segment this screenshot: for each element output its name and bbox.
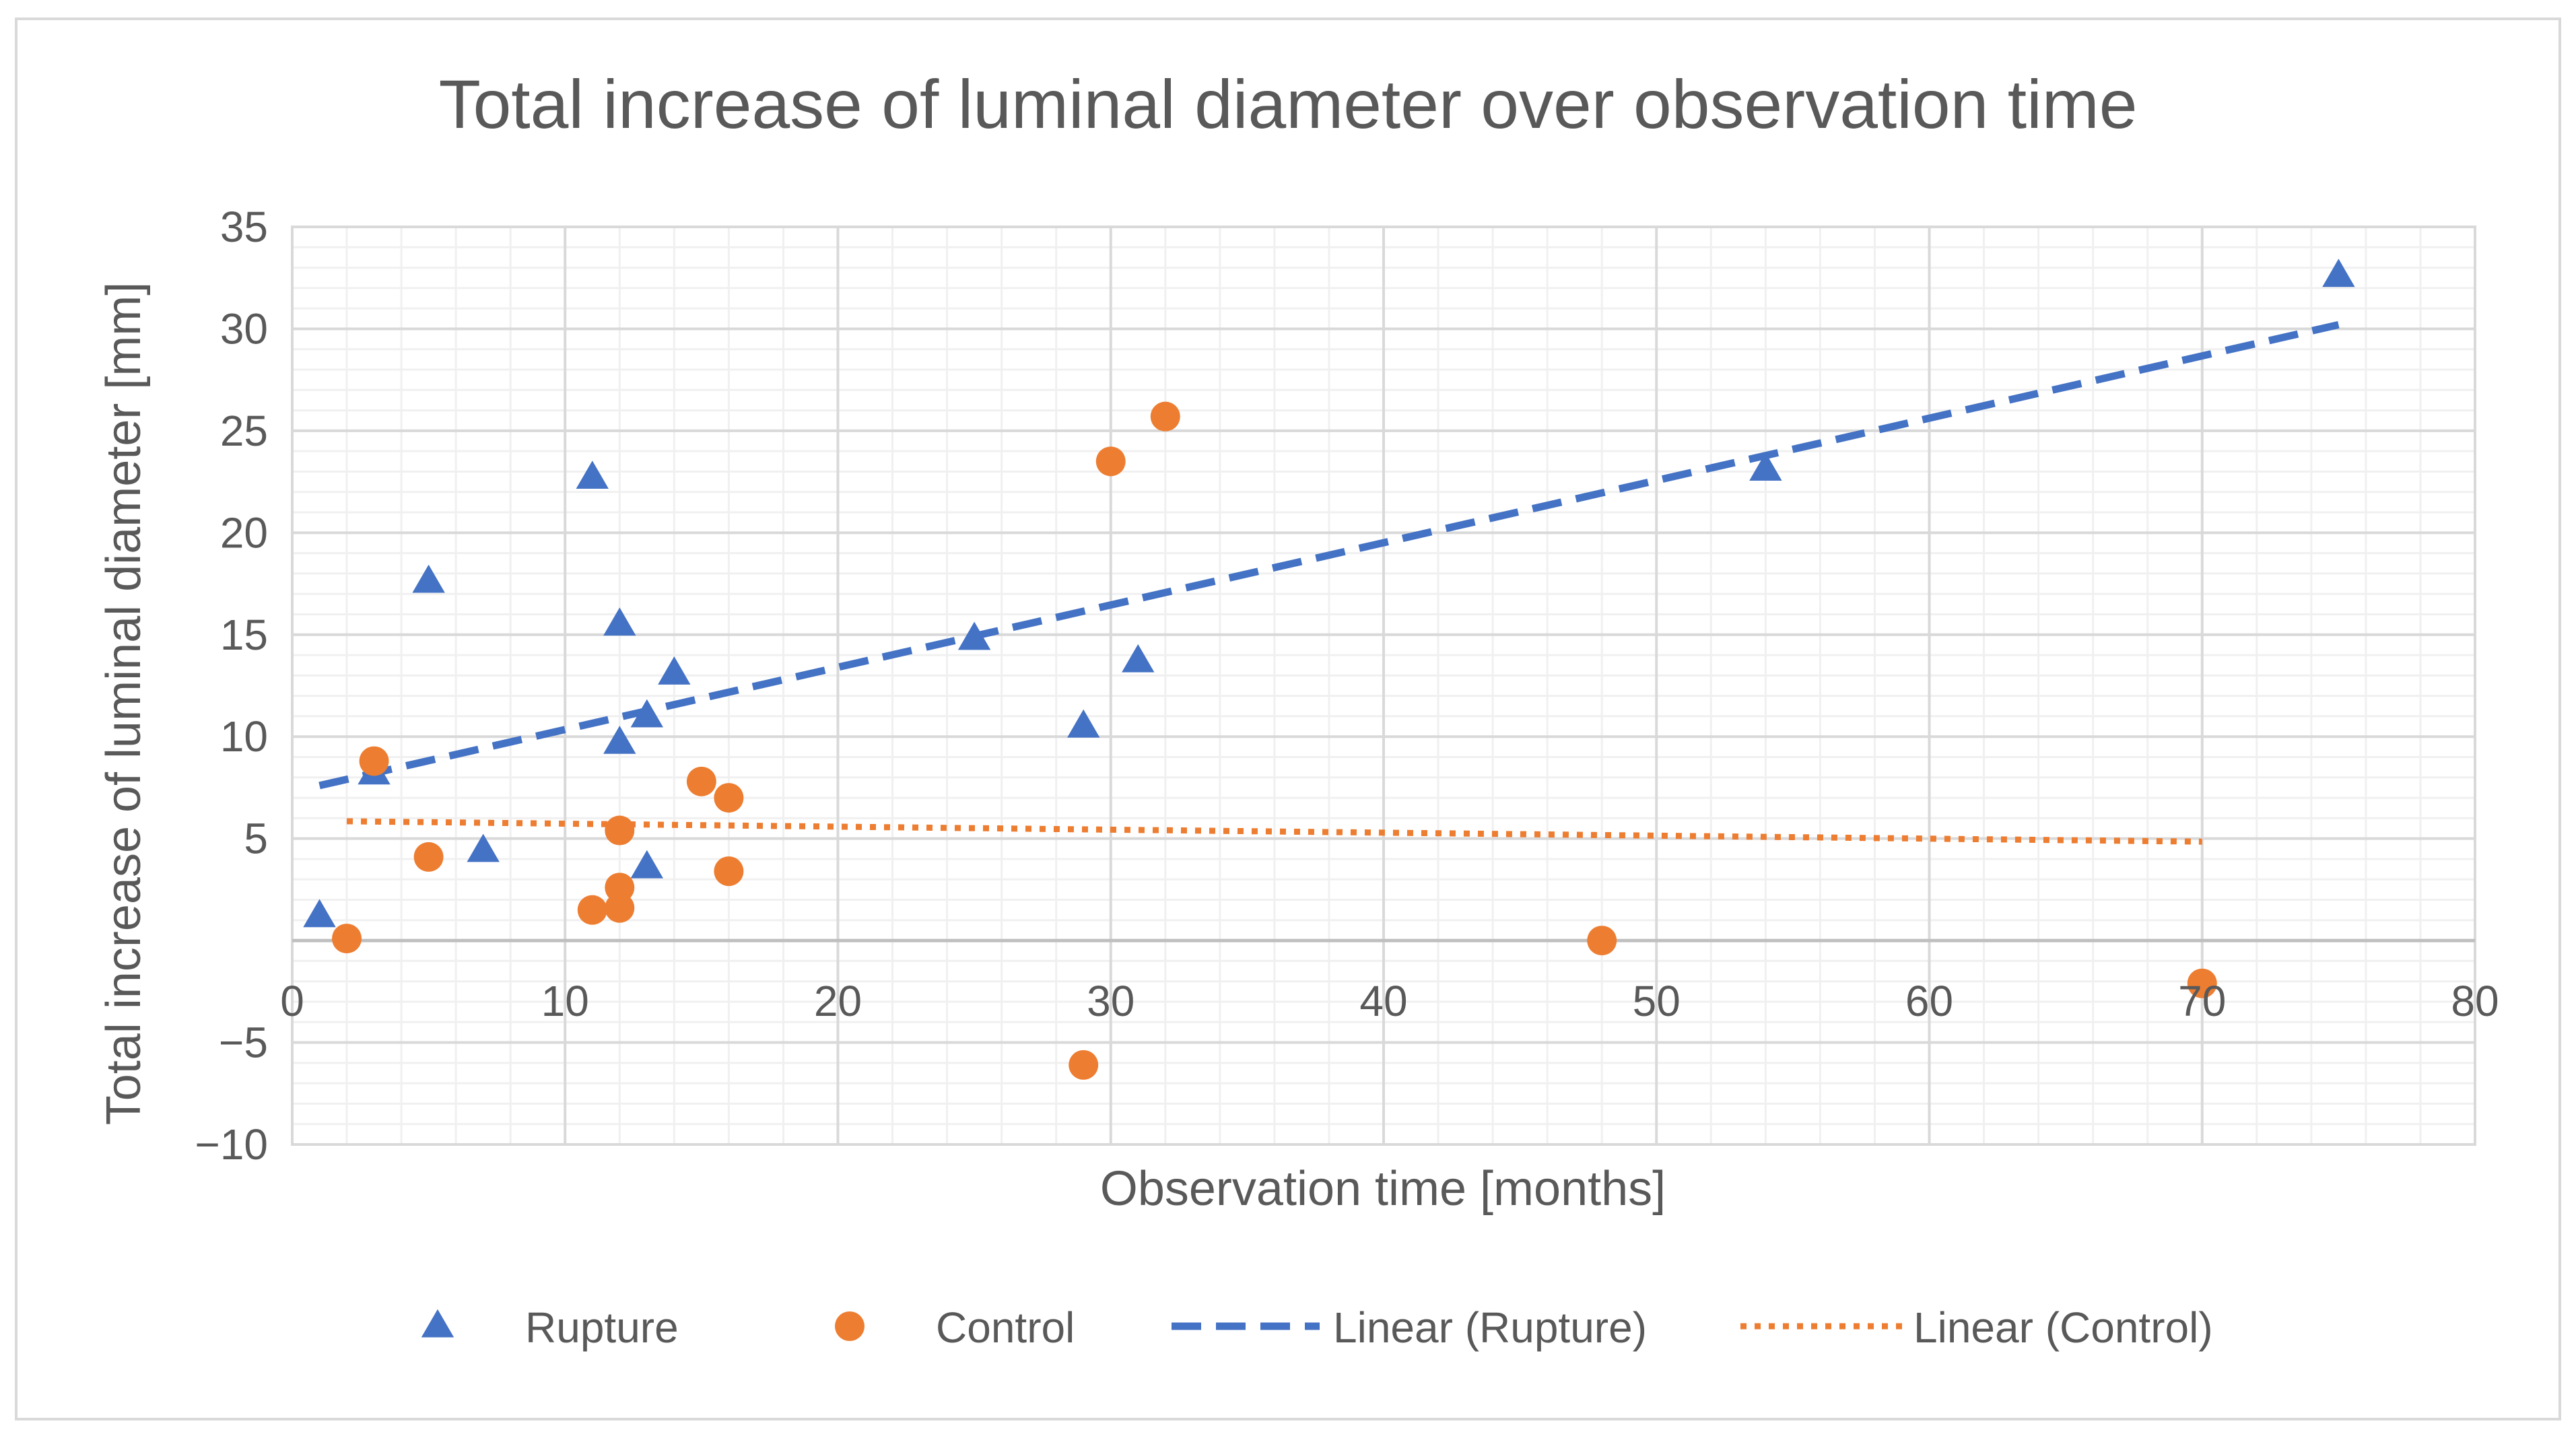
- legend: Rupture Control Linear (Rupture) Linear (Co…: [421, 1303, 2213, 1352]
- x-tick-label: 30: [1087, 977, 1134, 1025]
- chart-title: Total increase of luminal diameter over …: [439, 66, 2138, 143]
- point-control: [686, 766, 716, 796]
- y-tick-label: −5: [219, 1019, 268, 1067]
- point-rupture: [467, 833, 500, 862]
- data-points: [303, 259, 2355, 1080]
- y-tick-label: 35: [220, 203, 268, 251]
- x-tick-label: 40: [1359, 977, 1407, 1025]
- y-tick-label: 25: [220, 407, 268, 455]
- point-rupture: [412, 564, 445, 593]
- tick-labels: 0 10 20 30 40 50 60 70 80 −10 −5 5 10 15 20 25 30 35: [195, 203, 2499, 1169]
- point-control: [577, 895, 607, 925]
- point-control: [714, 856, 744, 887]
- x-tick-label: 60: [1905, 977, 1953, 1025]
- point-control: [605, 815, 635, 846]
- x-tick-label: 0: [280, 977, 304, 1025]
- point-rupture: [303, 899, 336, 928]
- point-control: [2187, 968, 2217, 998]
- legend-label: Linear (Rupture): [1333, 1303, 1647, 1352]
- legend-label: Linear (Control): [1913, 1303, 2213, 1352]
- axes: [291, 226, 2476, 1146]
- legend-item-linear-control: Linear (Control): [1740, 1303, 2213, 1352]
- y-axis-label: Total increase of luminal diameter [mm]: [97, 282, 151, 1125]
- x-tick-label: 80: [2451, 977, 2499, 1025]
- point-control: [1587, 926, 1617, 956]
- legend-item-rupture: Rupture: [421, 1303, 679, 1352]
- x-tick-label: 10: [541, 977, 589, 1025]
- point-control: [1095, 446, 1126, 477]
- y-tick-label: −10: [195, 1120, 268, 1169]
- point-rupture: [2322, 259, 2355, 287]
- plot-area-border: [291, 226, 2476, 1146]
- y-tick-label: 20: [220, 508, 268, 557]
- trendlines: [318, 321, 2340, 845]
- point-control: [413, 842, 444, 872]
- x-tick-label: 20: [814, 977, 862, 1025]
- y-tick-label: 30: [220, 304, 268, 353]
- point-control: [332, 924, 362, 954]
- y-tick-label: 15: [220, 611, 268, 659]
- chart-frame: [15, 18, 2561, 1420]
- x-tick-label: 50: [1633, 977, 1681, 1025]
- point-control: [605, 893, 635, 923]
- trendline-control: [347, 818, 2202, 845]
- point-rupture: [630, 850, 664, 879]
- point-rupture: [658, 656, 691, 685]
- point-rupture: [1067, 709, 1100, 738]
- y-tick-label: 10: [220, 712, 268, 761]
- legend-item-control: Control: [835, 1303, 1075, 1352]
- legend-symbol-triangle: [421, 1309, 454, 1338]
- point-rupture: [1749, 452, 1782, 481]
- x-tick-label: 70: [2178, 977, 2226, 1025]
- point-rupture: [1122, 644, 1155, 673]
- point-control: [1069, 1050, 1099, 1080]
- y-tick-label: 5: [244, 815, 268, 863]
- legend-item-linear-rupture: Linear (Rupture): [1172, 1303, 1647, 1352]
- legend-symbol-circle: [835, 1311, 865, 1341]
- legend-label: Rupture: [525, 1303, 679, 1352]
- point-rupture: [630, 699, 664, 728]
- x-axis-label: Observation time [months]: [1100, 1162, 1666, 1216]
- legend-label: Control: [936, 1303, 1075, 1352]
- point-control: [1150, 401, 1180, 432]
- point-rupture: [603, 726, 636, 754]
- trendline-rupture: [318, 321, 2340, 790]
- point-control: [605, 872, 635, 903]
- point-rupture: [576, 460, 609, 489]
- point-control: [714, 783, 744, 813]
- point-rupture: [957, 621, 991, 650]
- point-rupture: [603, 607, 636, 636]
- point-control: [359, 746, 389, 776]
